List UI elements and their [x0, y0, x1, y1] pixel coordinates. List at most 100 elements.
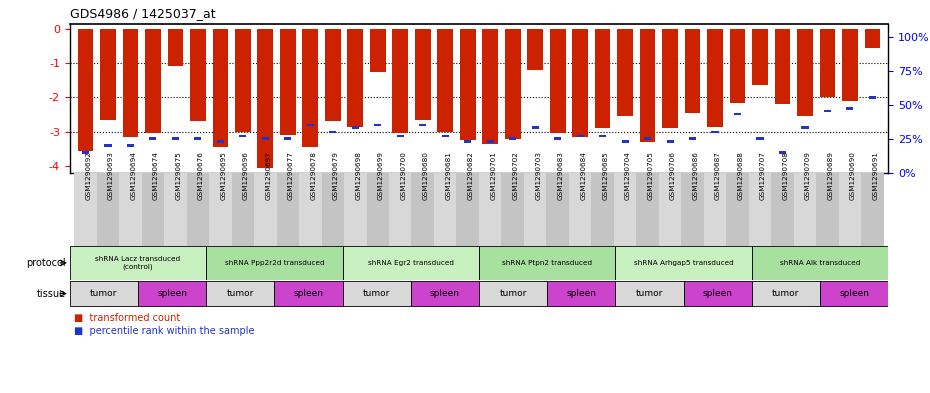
Bar	[194, 138, 202, 140]
FancyBboxPatch shape	[274, 281, 342, 307]
Bar	[325, 29, 340, 121]
FancyBboxPatch shape	[411, 173, 434, 246]
Bar	[167, 29, 183, 66]
Text: ■  percentile rank within the sample: ■ percentile rank within the sample	[74, 326, 255, 336]
Bar	[239, 135, 246, 137]
FancyBboxPatch shape	[771, 173, 793, 246]
Bar	[464, 140, 472, 143]
Text: shRNA Ptpn2 transduced: shRNA Ptpn2 transduced	[502, 260, 592, 266]
Text: GSM1290678: GSM1290678	[311, 151, 316, 200]
FancyBboxPatch shape	[479, 246, 616, 279]
FancyBboxPatch shape	[119, 173, 141, 246]
Bar	[126, 144, 134, 147]
FancyBboxPatch shape	[636, 173, 658, 246]
Bar	[262, 138, 269, 140]
Bar	[554, 138, 561, 140]
Bar	[307, 124, 313, 126]
Text: tissue: tissue	[37, 288, 66, 299]
Bar	[285, 138, 291, 140]
Bar	[280, 29, 296, 135]
FancyBboxPatch shape	[366, 173, 389, 246]
Text: spleen: spleen	[566, 289, 596, 298]
Text: shRNA Ppp2r2d transduced: shRNA Ppp2r2d transduced	[224, 260, 325, 266]
Bar	[689, 138, 696, 140]
FancyBboxPatch shape	[411, 281, 479, 307]
Bar	[577, 135, 584, 137]
FancyBboxPatch shape	[817, 173, 839, 246]
Text: GSM1290696: GSM1290696	[243, 151, 249, 200]
Bar	[329, 130, 337, 133]
Text: GSM1290677: GSM1290677	[288, 151, 294, 200]
FancyBboxPatch shape	[74, 173, 97, 246]
Bar	[734, 113, 741, 115]
Text: GSM1290701: GSM1290701	[490, 151, 497, 200]
FancyBboxPatch shape	[682, 173, 704, 246]
Bar	[595, 29, 610, 128]
Text: GSM1290675: GSM1290675	[176, 151, 181, 200]
Bar	[442, 135, 449, 137]
Bar	[797, 29, 813, 116]
Bar	[752, 29, 768, 85]
FancyBboxPatch shape	[322, 173, 344, 246]
Text: GSM1290683: GSM1290683	[558, 151, 564, 200]
FancyBboxPatch shape	[820, 281, 888, 307]
Text: GSM1290687: GSM1290687	[715, 151, 721, 200]
FancyBboxPatch shape	[704, 173, 726, 246]
Text: GSM1290702: GSM1290702	[512, 151, 519, 200]
Bar	[77, 29, 93, 151]
Bar	[599, 135, 606, 137]
Bar	[258, 29, 273, 168]
Text: spleen: spleen	[703, 289, 733, 298]
FancyBboxPatch shape	[70, 281, 138, 307]
Bar	[802, 127, 808, 129]
Text: tumor: tumor	[772, 289, 800, 298]
FancyBboxPatch shape	[479, 173, 501, 246]
Bar	[775, 29, 790, 104]
Text: shRNA Lacz transduced
(control): shRNA Lacz transduced (control)	[95, 256, 180, 270]
Bar	[509, 138, 516, 140]
Bar	[730, 29, 745, 103]
Text: GSM1290685: GSM1290685	[603, 151, 608, 200]
FancyBboxPatch shape	[501, 173, 524, 246]
Bar	[437, 29, 453, 132]
Text: GSM1290695: GSM1290695	[220, 151, 226, 200]
Text: GSM1290705: GSM1290705	[647, 151, 654, 200]
Text: GSM1290680: GSM1290680	[423, 151, 429, 200]
Text: GSM1290674: GSM1290674	[153, 151, 159, 200]
Bar	[352, 127, 359, 129]
Bar	[667, 140, 673, 143]
Bar	[145, 29, 161, 134]
Text: GSM1290707: GSM1290707	[760, 151, 766, 200]
FancyBboxPatch shape	[684, 281, 751, 307]
Bar	[819, 29, 835, 97]
FancyBboxPatch shape	[299, 173, 322, 246]
Text: GSM1290706: GSM1290706	[670, 151, 676, 200]
FancyBboxPatch shape	[751, 246, 888, 279]
Bar	[459, 29, 475, 140]
Text: spleen: spleen	[157, 289, 187, 298]
Bar	[374, 124, 381, 126]
Text: GSM1290697: GSM1290697	[265, 151, 272, 200]
Bar	[532, 127, 538, 129]
FancyBboxPatch shape	[839, 173, 861, 246]
FancyBboxPatch shape	[751, 281, 820, 307]
Text: GSM1290691: GSM1290691	[872, 151, 879, 200]
FancyBboxPatch shape	[254, 173, 276, 246]
Bar	[505, 29, 521, 139]
Text: tumor: tumor	[636, 289, 663, 298]
Text: protocol: protocol	[26, 258, 66, 268]
Bar	[302, 29, 318, 147]
FancyBboxPatch shape	[206, 246, 342, 279]
Text: GSM1290699: GSM1290699	[378, 151, 384, 200]
FancyBboxPatch shape	[547, 281, 616, 307]
FancyBboxPatch shape	[232, 173, 254, 246]
FancyBboxPatch shape	[344, 173, 366, 246]
Bar	[397, 135, 404, 137]
Text: GSM1290694: GSM1290694	[130, 151, 137, 200]
FancyBboxPatch shape	[342, 281, 411, 307]
Bar	[235, 29, 251, 132]
Text: GSM1290688: GSM1290688	[737, 151, 743, 200]
FancyBboxPatch shape	[658, 173, 682, 246]
Bar	[123, 29, 139, 137]
FancyBboxPatch shape	[276, 173, 299, 246]
